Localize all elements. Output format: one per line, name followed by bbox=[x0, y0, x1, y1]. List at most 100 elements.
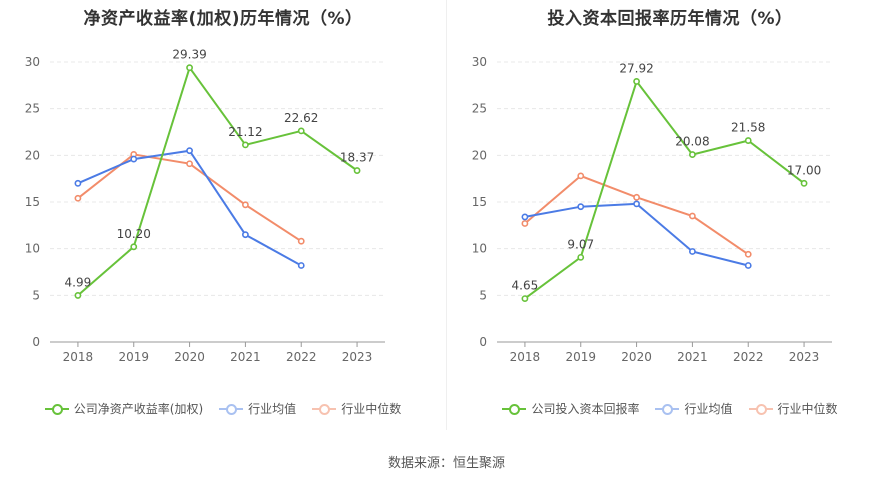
x-tick-label: 2021 bbox=[677, 350, 708, 364]
company-series-line bbox=[524, 79, 805, 300]
panel-divider bbox=[446, 0, 447, 430]
data-label: 21.12 bbox=[228, 125, 262, 139]
data-label: 9.07 bbox=[567, 237, 594, 251]
legend-item-company-roic[interactable]: 公司投入资本回报率 bbox=[502, 400, 639, 417]
data-label: 4.99 bbox=[65, 275, 92, 289]
y-tick-label: 15 bbox=[25, 195, 40, 209]
legend-label: 行业中位数 bbox=[341, 402, 402, 416]
legend-label: 行业中位数 bbox=[777, 402, 838, 416]
industry-mean-series-point bbox=[577, 203, 585, 211]
industry-mean-series-point bbox=[744, 262, 752, 269]
roe-chart-title: 净资产收益率(加权)历年情况（%） bbox=[83, 9, 363, 29]
company-series-point bbox=[744, 137, 752, 144]
industry-mean-series-point bbox=[130, 155, 138, 163]
y-tick-label: 30 bbox=[472, 55, 487, 69]
industry-median-series-point bbox=[689, 212, 696, 220]
legend-label: 公司投入资本回报率 bbox=[531, 402, 640, 416]
data-source: 数据来源：恒生聚源 bbox=[387, 456, 505, 471]
legend-item-industry-median[interactable]: 行业中位数 bbox=[312, 400, 401, 417]
x-tick-label: 2020 bbox=[174, 350, 205, 364]
company-series-line bbox=[77, 65, 358, 297]
company-series-point bbox=[800, 179, 808, 187]
roe-legend: 公司净资产收益率(加权) 行业均值 行业中位数 bbox=[0, 400, 446, 417]
legend-label: 行业均值 bbox=[684, 402, 733, 416]
industry-mean-series-line bbox=[524, 202, 749, 267]
y-tick-label: 20 bbox=[25, 148, 40, 162]
company-series-point bbox=[297, 127, 305, 135]
data-label: 18.37 bbox=[340, 151, 374, 165]
x-tick-label: 2023 bbox=[342, 350, 373, 364]
industry-mean-series-point bbox=[297, 262, 305, 269]
y-tick-label: 10 bbox=[472, 242, 487, 256]
legend-item-industry-mean[interactable]: 行业均值 bbox=[219, 400, 296, 417]
y-tick-label: 0 bbox=[479, 335, 487, 349]
x-tick-label: 2018 bbox=[63, 350, 94, 364]
roe-chart: 净资产收益率(加权)历年情况（%） 0 5 10 15 20 25 30 2018 2019 20… bbox=[0, 0, 446, 440]
x-tick-label: 2019 bbox=[565, 350, 596, 364]
company-series-point bbox=[521, 295, 529, 302]
industry-median-series-point bbox=[186, 160, 193, 168]
legend-label: 公司净资产收益率(加权) bbox=[73, 402, 204, 416]
data-label: 27.92 bbox=[619, 61, 653, 75]
company-series-point bbox=[242, 141, 249, 149]
roic-legend: 公司投入资本回报率 行业均值 行业中位数 bbox=[447, 400, 893, 417]
industry-median-series-point bbox=[297, 237, 305, 245]
industry-mean-series-point bbox=[633, 200, 640, 208]
data-label: 10.20 bbox=[117, 227, 151, 241]
industry-median-series-point bbox=[242, 201, 249, 209]
company-series-point bbox=[353, 167, 361, 174]
y-tick-label: 10 bbox=[25, 242, 40, 256]
y-tick-label: 0 bbox=[32, 335, 40, 349]
legend-item-industry-mean[interactable]: 行业均值 bbox=[655, 400, 733, 417]
industry-mean-series-point bbox=[689, 248, 696, 255]
legend-swatch-blue bbox=[219, 403, 244, 415]
roic-plot: 0 5 10 15 20 25 30 2018 2019 2020 2021 2022 2023 4.65… bbox=[472, 55, 832, 364]
company-series-point bbox=[186, 64, 193, 72]
legend-swatch-green bbox=[502, 403, 527, 415]
roic-chart: 投入资本回报率历年情况（%） 0 5 10 15 20 25 30 2018 2019 2020 2… bbox=[447, 0, 893, 440]
company-series-point bbox=[130, 243, 138, 251]
industry-median-series-point bbox=[633, 193, 640, 201]
industry-mean-series-point bbox=[74, 179, 82, 187]
data-label: 22.62 bbox=[284, 111, 318, 125]
y-tick-label: 5 bbox=[479, 288, 487, 302]
legend-item-company-roe[interactable]: 公司净资产收益率(加权) bbox=[44, 400, 204, 417]
x-tick-label: 2018 bbox=[510, 350, 541, 364]
roic-chart-title: 投入资本回报率历年情况（%） bbox=[547, 9, 793, 29]
industry-mean-series-point bbox=[186, 147, 193, 155]
y-tick-label: 5 bbox=[32, 288, 40, 302]
legend-label: 行业均值 bbox=[248, 402, 297, 416]
legend-item-industry-median[interactable]: 行业中位数 bbox=[748, 400, 838, 417]
data-label: 17.00 bbox=[787, 163, 821, 177]
company-series-point bbox=[577, 253, 585, 261]
legend-swatch-orange bbox=[748, 403, 773, 415]
y-tick-label: 30 bbox=[25, 55, 40, 69]
y-tick-label: 25 bbox=[25, 102, 40, 116]
industry-median-series-line bbox=[77, 153, 302, 243]
x-tick-label: 2022 bbox=[286, 350, 317, 364]
x-tick-label: 2022 bbox=[733, 350, 764, 364]
industry-median-series-point bbox=[744, 250, 752, 258]
industry-median-series-point bbox=[521, 220, 529, 227]
legend-swatch-blue bbox=[655, 403, 680, 415]
x-tick-label: 2020 bbox=[621, 350, 652, 364]
data-label: 20.08 bbox=[675, 135, 709, 149]
industry-median-series-point bbox=[577, 172, 585, 180]
data-label: 29.39 bbox=[172, 48, 206, 62]
legend-swatch-orange bbox=[312, 403, 337, 415]
data-label: 4.65 bbox=[512, 279, 539, 293]
company-series-point bbox=[689, 151, 696, 158]
x-tick-label: 2021 bbox=[230, 350, 261, 364]
industry-median-series-line bbox=[524, 174, 749, 256]
legend-swatch-green bbox=[44, 403, 69, 415]
x-tick-label: 2023 bbox=[789, 350, 820, 364]
company-series-point bbox=[633, 78, 640, 85]
industry-mean-series-point bbox=[242, 231, 249, 239]
x-tick-label: 2019 bbox=[118, 350, 149, 364]
roe-plot: 0 5 10 15 20 25 30 2018 2019 2020 2021 2022 2023 4.99… bbox=[25, 48, 385, 364]
company-series-point bbox=[74, 292, 82, 299]
industry-median-series-point bbox=[74, 194, 82, 202]
y-tick-label: 15 bbox=[472, 195, 487, 209]
y-tick-label: 25 bbox=[472, 102, 487, 116]
industry-mean-series-point bbox=[521, 213, 529, 221]
